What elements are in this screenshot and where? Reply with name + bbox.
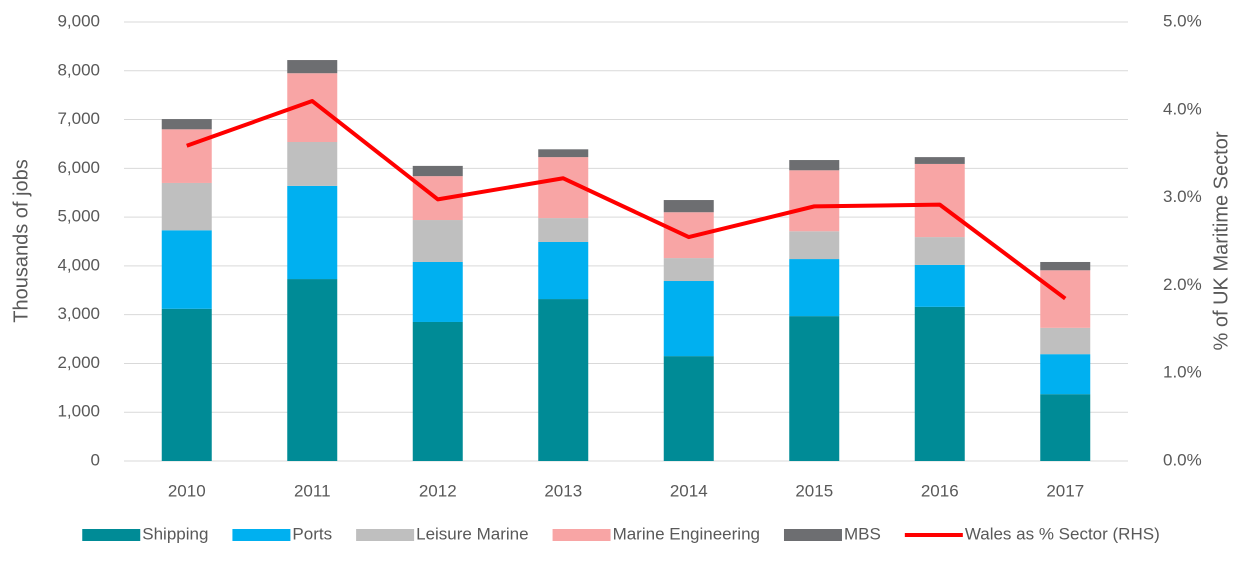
y2-tick-label: 4.0% [1163, 99, 1202, 118]
x-tick-label: 2010 [168, 481, 206, 500]
y2-tick-label: 0.0% [1163, 450, 1202, 469]
y-tick-label: 4,000 [57, 255, 100, 274]
y-axis-title: Thousands of jobs [10, 159, 32, 322]
bar-segment [663, 356, 714, 461]
bar-segment [789, 259, 840, 317]
bar-segment [538, 299, 589, 461]
bar-segment [538, 218, 589, 242]
legend-swatch [356, 529, 415, 541]
bar-segment [412, 165, 463, 177]
bar-segment [914, 157, 965, 164]
legend-label: Wales as % Sector (RHS) [965, 524, 1160, 543]
x-tick-label: 2016 [921, 481, 959, 500]
bar-segment [1040, 270, 1091, 328]
bar-segment [287, 141, 338, 186]
legend-label: Shipping [142, 524, 208, 543]
legend-label: MBS [844, 524, 881, 543]
bar-segment [663, 281, 714, 357]
bar-segment [914, 237, 965, 265]
bar-segment [789, 170, 840, 232]
legend-label: Ports [292, 524, 332, 543]
bar-segment [412, 321, 463, 461]
bar-segment [914, 163, 965, 238]
x-tick-label: 2012 [419, 481, 457, 500]
x-tick-label: 2015 [795, 481, 833, 500]
bar-segment [914, 264, 965, 307]
legend-swatch [552, 529, 611, 541]
bar-segment [287, 60, 338, 74]
y2-tick-label: 1.0% [1163, 363, 1202, 382]
legend-label: Leisure Marine [416, 524, 528, 543]
y-tick-label: 7,000 [57, 109, 100, 128]
x-tick-label: 2011 [294, 481, 331, 500]
legend-swatch [232, 529, 291, 541]
y-tick-label: 2,000 [57, 353, 100, 372]
y2-tick-label: 5.0% [1163, 11, 1202, 30]
y2-tick-label: 3.0% [1163, 187, 1202, 206]
bar-segment [663, 258, 714, 282]
bar-segment [1040, 394, 1091, 461]
bar-segment [412, 261, 463, 322]
bar-segment [412, 220, 463, 262]
y2-axis-title: % of UK Maritime Sector [1210, 131, 1232, 350]
x-tick-label: 2014 [670, 481, 708, 500]
bar-segment [287, 279, 338, 461]
bar-segment [1040, 354, 1091, 395]
bar-segment [789, 231, 840, 260]
bar-segment [161, 182, 212, 231]
line-series [186, 99, 1067, 301]
bar-segment [161, 308, 212, 461]
x-tick-label: 2013 [544, 481, 582, 500]
bar-segment [914, 306, 965, 461]
legend-swatch [82, 529, 141, 541]
bar-segment [161, 129, 212, 183]
y-tick-label: 9,000 [57, 11, 100, 30]
y-tick-label: 1,000 [57, 402, 100, 421]
y-tick-label: 8,000 [57, 60, 100, 79]
bar-segment [287, 185, 338, 280]
bar-segment [1040, 327, 1091, 355]
y-tick-label: 3,000 [57, 304, 100, 323]
x-tick-label: 2017 [1046, 481, 1084, 500]
legend-swatch [783, 529, 842, 541]
bar-segment [161, 230, 212, 309]
bar-segment [161, 119, 212, 130]
bar-segment [789, 316, 840, 461]
y-tick-label: 5,000 [57, 207, 100, 226]
bar-segment [538, 149, 589, 158]
bar-segment [1040, 261, 1091, 271]
bar-segment [538, 241, 589, 300]
y-tick-label: 0 [91, 450, 100, 469]
y2-tick-label: 2.0% [1163, 275, 1202, 294]
legend-label: Marine Engineering [613, 524, 760, 543]
bar-segment [663, 200, 714, 213]
bar-segment [789, 160, 840, 171]
y-tick-label: 6,000 [57, 158, 100, 177]
